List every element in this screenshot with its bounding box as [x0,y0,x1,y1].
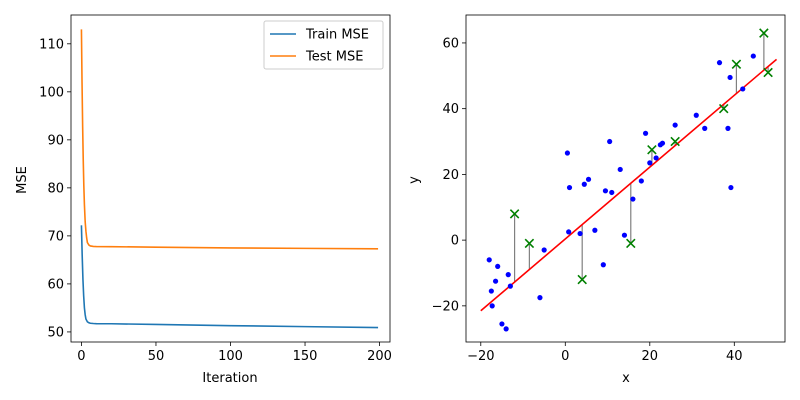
mse-x-tick-label: 200 [367,349,392,364]
train-point [693,112,699,118]
train-point [600,262,606,268]
mse-y-tick-label: 110 [39,37,64,52]
regression-y-tick-label: 20 [442,168,459,183]
train-point [564,150,571,156]
mse-x-tick-label: 0 [77,349,85,364]
mse-x-tick-label: 100 [218,349,243,364]
train-point [609,189,615,196]
regression-x-axis-label: x [622,371,630,386]
train-point [566,184,573,191]
mse-y-tick-label: 80 [47,181,64,196]
mse-x-tick-label: 150 [293,349,318,364]
regression-x-tick-label: 0 [561,349,569,364]
train-point [647,160,653,166]
legend-entry-label: Test MSE [305,50,363,65]
train-point [607,138,613,145]
test-point [718,103,729,114]
mse-x-tick-label: 50 [148,349,165,364]
train-point [672,122,678,128]
mse-y-tick-label: 90 [47,133,64,148]
legend-frame [263,20,384,70]
legend-entry-label: Train MSE [305,28,369,43]
train-point [486,257,492,263]
train-point [642,130,649,136]
train-point [630,196,636,202]
train-point [621,232,628,238]
test-point [731,59,742,70]
train-point [499,321,505,327]
mse-y-tick-label: 50 [47,325,64,340]
train-point [507,283,513,289]
train-point [617,166,623,173]
test-point [577,274,587,285]
train-point [725,125,731,131]
regression-axes: −20 0 20 40 −20 0 20 40 60 [432,14,786,364]
series-line-train-mse [80,225,379,329]
regression-y-tick-label: −20 [432,299,459,314]
mse-legend: Train MSE Test MSE [263,20,384,70]
train-point [659,140,666,146]
train-point [702,125,708,131]
regression-y-tick-label: 40 [442,102,459,117]
test-point [626,238,636,249]
regression-y-tick-label: 0 [451,234,459,249]
train-point [727,74,733,81]
train-point [653,155,659,161]
train-point [592,227,598,233]
mse-chart: 0 50 100 150 200 50 60 70 80 90 100 110 Iteration M… [15,14,392,386]
train-point [740,86,746,92]
regression-x-tick-label: −20 [467,349,494,364]
train-point [638,178,644,184]
train-point [541,247,547,253]
mse-axes: 0 50 100 150 200 50 60 70 80 90 100 110 [39,14,392,364]
mse-y-axis-label: MSE [15,166,30,194]
test-point [647,144,657,155]
train-point [495,263,501,270]
regression-y-axis-label: y [407,176,422,184]
train-point [728,184,734,191]
train-point [602,188,609,194]
mse-y-tick-label: 60 [47,277,64,292]
train-point [505,272,511,278]
mse-y-tick-label: 100 [39,85,64,100]
train-point [716,60,723,66]
train-point [488,288,494,294]
train-point [585,176,592,182]
train-point [750,53,756,59]
train-point [537,295,543,301]
regression-x-tick-label: 20 [642,349,659,364]
test-point [763,67,773,78]
regression-plot-area [480,28,778,332]
series-line-test-mse [80,29,379,250]
mse-y-tick-label: 70 [47,229,64,244]
mse-x-axis-label: Iteration [202,371,257,386]
test-point [509,209,520,219]
test-point [670,136,680,147]
train-point [503,326,509,332]
regression-x-tick-label: 40 [726,349,743,364]
mse-plot-area [80,29,379,329]
regression-frame [465,14,786,343]
fit-line [480,58,778,312]
test-point [759,28,769,38]
train-point [577,230,583,237]
test-point [524,238,535,249]
regression-y-tick-label: 60 [442,36,459,51]
regression-chart: −20 0 20 40 −20 0 20 40 60 x y [407,14,786,386]
train-point [566,229,572,235]
train-point [489,303,495,309]
train-point [492,278,499,284]
train-point [581,181,587,187]
